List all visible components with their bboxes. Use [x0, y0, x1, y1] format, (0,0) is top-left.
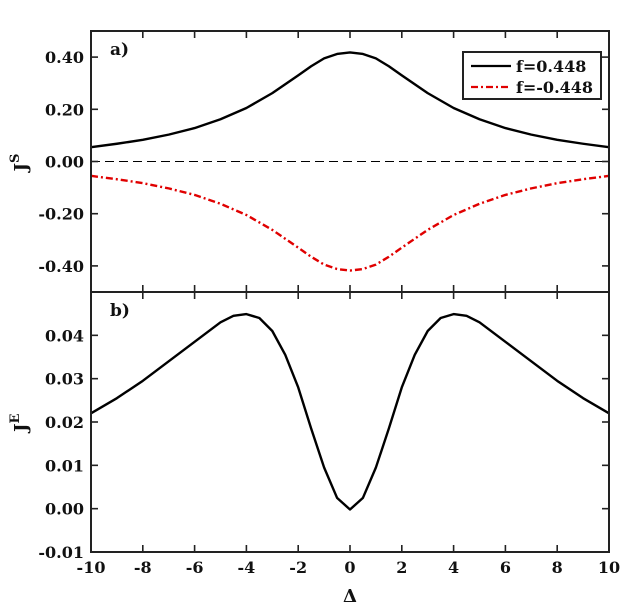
- series-line-0: [90, 312, 610, 511]
- y-tick-label: 0.00: [45, 153, 84, 172]
- y-tick-label: 0.20: [45, 100, 84, 119]
- x-tick-label: 0: [344, 558, 355, 577]
- panel-b-je: -10 -8 -6 -4 -2 0 2 4 6 8 10 -0.01 0.00 0.01 0.02 0.03 0…: [8, 291, 620, 607]
- plot-frame: [90, 291, 610, 553]
- y-axis-label: JE: [8, 413, 32, 434]
- x-axis-label: Δ: [343, 586, 357, 607]
- y-axis-label-superscript: E: [8, 413, 23, 423]
- y-tick-label: 0.00: [45, 500, 84, 519]
- series-line-1: [90, 174, 610, 272]
- legend-entry-0: f=0.448: [516, 57, 586, 76]
- y-tick-label: -0.20: [38, 205, 84, 224]
- x-tick-label: -4: [238, 558, 256, 577]
- x-tick-label: 10: [598, 558, 620, 577]
- x-tick-label: -6: [186, 558, 204, 577]
- x-tick-label: 8: [552, 558, 563, 577]
- x-tick-label: 6: [500, 558, 511, 577]
- series-line-0: [90, 51, 610, 149]
- legend-box: [462, 51, 602, 100]
- x-tick-label: 2: [396, 558, 407, 577]
- y-axis-label-base: J: [11, 163, 32, 174]
- y-tick-label: 0.40: [45, 48, 84, 67]
- legend-entry-1: f=-0.448: [516, 78, 593, 97]
- y-axis-label-superscript: S: [8, 154, 23, 163]
- x-tick-label: -10: [77, 558, 106, 577]
- y-tick-label: 0.02: [45, 413, 84, 432]
- y-tick-label: 0.04: [45, 326, 84, 345]
- panel-label: b): [110, 301, 130, 321]
- x-tick-label: 4: [448, 558, 459, 577]
- panel-a-js: -0.40-0.200.000.200.40 a)JSf=0.448f=-0.44…: [8, 30, 610, 293]
- y-tick-label: 0.03: [45, 370, 84, 389]
- y-tick-label: -0.40: [38, 257, 84, 276]
- x-tick-label: -8: [134, 558, 152, 577]
- x-tick-label: -2: [289, 558, 307, 577]
- y-axis-label: JS: [8, 154, 32, 174]
- panel-label: a): [110, 40, 129, 60]
- y-tick-label: 0.01: [45, 456, 84, 475]
- y-tick-label: -0.01: [38, 543, 84, 562]
- y-axis-label-base: J: [11, 423, 32, 434]
